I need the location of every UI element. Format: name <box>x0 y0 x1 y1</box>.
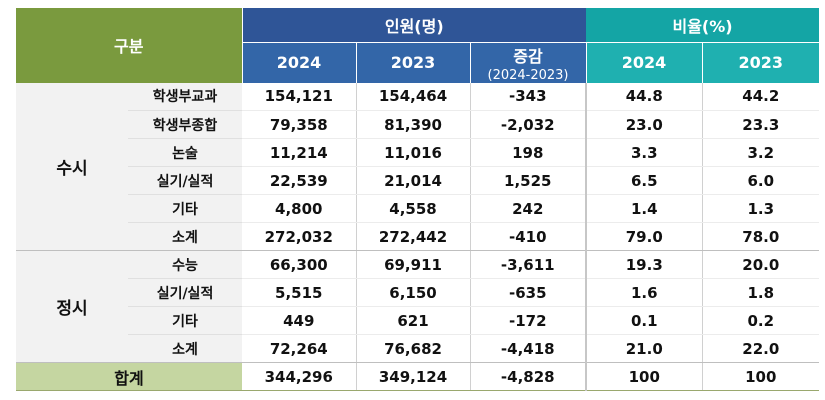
ratio-2023: 1.8 <box>701 278 820 307</box>
group-label: 정시 <box>16 250 128 363</box>
header-people-2024: 2024 <box>242 41 357 83</box>
people-2024: 449 <box>242 306 357 335</box>
total-row: 합계 344,296 349,124 -4,828 100 100 <box>16 362 820 391</box>
people-2024: 22,539 <box>242 166 357 195</box>
ratio-2024: 79.0 <box>585 222 703 251</box>
header-ratio-group: 비율(%) <box>586 8 820 42</box>
change-value: -410 <box>469 222 587 251</box>
change-value: 198 <box>469 138 587 167</box>
total-people-2023: 349,124 <box>355 362 471 391</box>
people-2024: 66,300 <box>242 250 357 279</box>
total-people-2024: 344,296 <box>242 362 357 391</box>
table-row: 기타 4,800 4,558 242 1.4 1.3 <box>16 194 820 223</box>
row-label: 학생부교과 <box>128 82 243 111</box>
people-2023: 81,390 <box>355 110 471 139</box>
table-row: 기타 449 621 -172 0.1 0.2 <box>16 306 820 335</box>
people-2023: 6,150 <box>355 278 471 307</box>
people-2024: 11,214 <box>242 138 357 167</box>
ratio-2024: 44.8 <box>585 82 703 111</box>
people-2024: 72,264 <box>242 334 357 363</box>
row-label: 기타 <box>128 306 243 335</box>
people-2023: 21,014 <box>355 166 471 195</box>
change-value: -635 <box>469 278 587 307</box>
change-value: 242 <box>469 194 587 223</box>
ratio-2024: 6.5 <box>585 166 703 195</box>
people-2024: 154,121 <box>242 82 357 111</box>
change-value: -343 <box>469 82 587 111</box>
total-ratio-2024: 100 <box>585 362 703 391</box>
table-row: 학생부종합 79,358 81,390 -2,032 23.0 23.3 <box>16 110 820 139</box>
people-2024: 272,032 <box>242 222 357 251</box>
ratio-2023: 1.3 <box>701 194 820 223</box>
header-category: 구분 <box>16 8 243 83</box>
header-people-group: 인원(명) <box>242 8 587 42</box>
ratio-2023: 0.2 <box>701 306 820 335</box>
table-row: 소계 272,032 272,442 -410 79.0 78.0 <box>16 222 820 251</box>
ratio-2023: 44.2 <box>701 82 820 111</box>
total-ratio-2023: 100 <box>701 362 820 391</box>
row-label: 학생부종합 <box>128 110 243 139</box>
ratio-2024: 19.3 <box>585 250 703 279</box>
row-label: 소계 <box>128 222 243 251</box>
row-label: 수능 <box>128 250 243 279</box>
row-label: 실기/실적 <box>128 166 243 195</box>
change-value: -172 <box>469 306 587 335</box>
total-change: -4,828 <box>469 362 587 391</box>
people-2024: 5,515 <box>242 278 357 307</box>
ratio-2023: 6.0 <box>701 166 820 195</box>
table-row: 실기/실적 22,539 21,014 1,525 6.5 6.0 <box>16 166 820 195</box>
total-label: 합계 <box>16 362 243 391</box>
table-row: 소계 72,264 76,682 -4,418 21.0 22.0 <box>16 334 820 363</box>
admissions-table-container: 구분 인원(명) 비율(%) 2024 2023 증감 (2024-2023) … <box>16 8 820 391</box>
people-2023: 154,464 <box>355 82 471 111</box>
table-row: 논술 11,214 11,016 198 3.3 3.2 <box>16 138 820 167</box>
header-ratio-2024: 2024 <box>586 41 703 83</box>
ratio-2024: 3.3 <box>585 138 703 167</box>
ratio-2023: 22.0 <box>701 334 820 363</box>
ratio-2023: 3.2 <box>701 138 820 167</box>
ratio-2023: 20.0 <box>701 250 820 279</box>
ratio-2024: 1.4 <box>585 194 703 223</box>
ratio-2024: 21.0 <box>585 334 703 363</box>
people-2023: 621 <box>355 306 471 335</box>
row-label: 기타 <box>128 194 243 223</box>
people-2023: 69,911 <box>355 250 471 279</box>
table-body: 수시 학생부교과 154,121 154,464 -343 44.8 44.2 학생부종합 79… <box>16 82 820 391</box>
change-value: -2,032 <box>469 110 587 139</box>
header-people-2023: 2023 <box>356 41 471 83</box>
people-2023: 76,682 <box>355 334 471 363</box>
table-row: 실기/실적 5,515 6,150 -635 1.6 1.8 <box>16 278 820 307</box>
ratio-2024: 23.0 <box>585 110 703 139</box>
people-2023: 4,558 <box>355 194 471 223</box>
admissions-table: 구분 인원(명) 비율(%) 2024 2023 증감 (2024-2023) … <box>16 8 820 391</box>
header-change-sublabel: (2024-2023) <box>487 67 569 83</box>
change-value: 1,525 <box>469 166 587 195</box>
people-2024: 79,358 <box>242 110 357 139</box>
row-label: 논술 <box>128 138 243 167</box>
ratio-2023: 23.3 <box>701 110 820 139</box>
ratio-2024: 0.1 <box>585 306 703 335</box>
header-ratio-2023: 2023 <box>702 41 820 83</box>
change-value: -4,418 <box>469 334 587 363</box>
group-label: 수시 <box>16 82 128 251</box>
people-2023: 11,016 <box>355 138 471 167</box>
table-row: 수시 학생부교과 154,121 154,464 -343 44.8 44.2 <box>16 82 820 251</box>
row-label: 실기/실적 <box>128 278 243 307</box>
header-change: 증감 (2024-2023) <box>470 41 587 83</box>
row-label: 소계 <box>128 334 243 363</box>
change-value: -3,611 <box>469 250 587 279</box>
people-2023: 272,442 <box>355 222 471 251</box>
people-2024: 4,800 <box>242 194 357 223</box>
ratio-2024: 1.6 <box>585 278 703 307</box>
header-change-label: 증감 <box>513 46 543 66</box>
table-row: 정시 수능 66,300 69,911 -3,611 19.3 20.0 <box>16 250 820 363</box>
ratio-2023: 78.0 <box>701 222 820 251</box>
